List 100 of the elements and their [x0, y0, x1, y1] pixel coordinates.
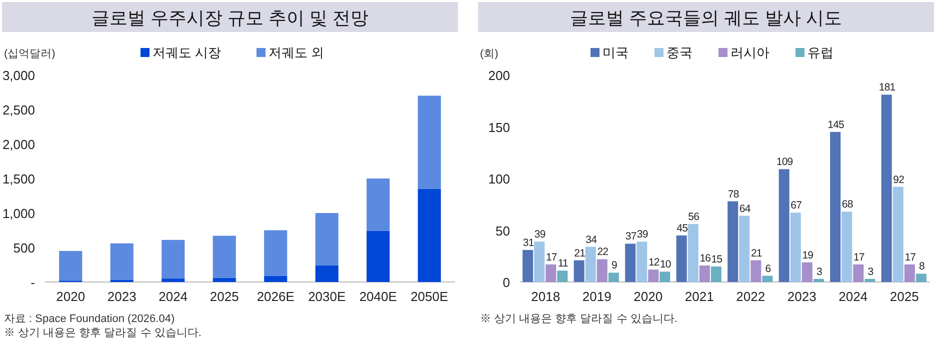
chart-title: 글로벌 우주시장 규모 추이 및 전망: [91, 8, 369, 28]
bar: [699, 265, 710, 282]
x-tick-label: 2024: [158, 289, 188, 304]
data-label: 9: [611, 260, 618, 272]
y-tick-label: 150: [488, 120, 510, 135]
x-tick-label: 2018: [531, 289, 560, 304]
data-label: 16: [700, 252, 712, 264]
data-label: 68: [842, 198, 854, 211]
data-label: 64: [739, 202, 751, 215]
data-label: 21: [574, 247, 586, 260]
bar: [892, 186, 904, 282]
bar: [212, 236, 236, 278]
bar: [522, 250, 534, 282]
data-label: 19: [802, 249, 814, 262]
y-tick-label: 500: [13, 240, 35, 256]
data-label: 3: [816, 266, 822, 278]
y-tick-label: 0: [502, 275, 510, 290]
bar: [546, 264, 556, 282]
bar: [762, 276, 773, 282]
bar: [366, 230, 390, 282]
bar: [162, 278, 185, 282]
bar: [916, 274, 926, 282]
text: ※ 상기 내용은 향후 달라질 수 있습니다.: [4, 327, 202, 339]
bar: [739, 216, 750, 282]
x-tick-label: 2025: [890, 289, 919, 304]
data-label: 6: [765, 262, 772, 275]
y-axis-title: (회): [480, 48, 498, 60]
y-axis-title: (십억달러): [4, 48, 56, 60]
data-label: 56: [688, 211, 700, 224]
bar: [813, 278, 824, 282]
bar: [264, 276, 288, 282]
data-label: 78: [728, 188, 740, 200]
y-tick-label: 200: [488, 68, 510, 83]
data-label: 39: [534, 228, 546, 241]
bar: [676, 235, 687, 282]
y-tick-label: 50: [496, 223, 510, 238]
bar: [162, 240, 185, 279]
text: 자료 : Space Foundation (2026.04): [4, 313, 175, 325]
bar: [366, 178, 390, 231]
bar: [315, 213, 338, 266]
y-tick-label: 2,000: [2, 137, 35, 152]
legend-label: 러시아: [730, 45, 770, 60]
bar: [853, 264, 864, 282]
data-label: 10: [660, 258, 672, 271]
data-label: 34: [586, 234, 598, 246]
data-label: 39: [636, 228, 648, 241]
data-label: 67: [790, 200, 802, 212]
bar: [315, 265, 338, 282]
data-label: 11: [558, 258, 569, 270]
data-label: 12: [648, 256, 660, 269]
data-label: 17: [546, 251, 558, 264]
bar: [904, 264, 915, 282]
data-label: 92: [893, 174, 905, 186]
bar: [648, 270, 659, 282]
data-label: 8: [918, 260, 925, 273]
x-tick-label: 2023: [107, 289, 136, 304]
bar: [625, 244, 636, 282]
x-tick-label: 2040E: [359, 289, 398, 304]
bar: [212, 278, 236, 282]
bar: [264, 230, 288, 276]
text: ※ 상기 내용은 향후 달라질 수 있습니다.: [480, 313, 678, 325]
legend-label: 저궤도 외: [268, 45, 324, 60]
bar: [608, 272, 619, 282]
legend-label: 중국: [666, 45, 692, 60]
bar: [636, 242, 648, 282]
bar: [534, 242, 545, 282]
data-label: 3: [868, 266, 874, 278]
data-label: 17: [853, 251, 865, 264]
bar: [778, 169, 790, 282]
data-label: 31: [522, 236, 534, 249]
y-tick-label: 1,500: [2, 172, 35, 186]
data-label: 17: [904, 251, 916, 264]
x-tick-label: 2050E: [410, 289, 448, 304]
bar: [710, 266, 722, 282]
bar: [596, 259, 608, 282]
bar: [110, 243, 134, 280]
data-label: 45: [676, 222, 688, 234]
bar: [585, 246, 596, 282]
x-tick-label: 2020: [634, 289, 663, 304]
y-tick-label: 100: [488, 172, 510, 186]
y-tick-label: 1,000: [2, 206, 35, 221]
data-label: 37: [625, 230, 637, 243]
y-tick-label: -: [30, 275, 35, 290]
x-tick-label: 2023: [787, 289, 816, 304]
x-tick-label: 2025: [210, 289, 239, 304]
bar: [418, 96, 441, 189]
bar: [688, 224, 698, 282]
x-tick-label: 2020: [56, 289, 86, 304]
x-tick-label: 2024: [838, 289, 868, 304]
bar: [802, 262, 812, 282]
bar: [790, 212, 801, 282]
data-label: 145: [828, 118, 845, 131]
x-tick-label: 2030E: [308, 289, 346, 304]
x-tick-label: 2021: [684, 289, 714, 304]
bar: [728, 201, 738, 282]
chart-title: 글로벌 주요국들의 궤도 발사 시도: [570, 8, 842, 28]
x-tick-label: 2019: [582, 289, 612, 304]
legend-label: 유럽: [808, 45, 834, 60]
data-label: 15: [711, 253, 723, 266]
y-tick-label: 2,500: [2, 102, 35, 118]
